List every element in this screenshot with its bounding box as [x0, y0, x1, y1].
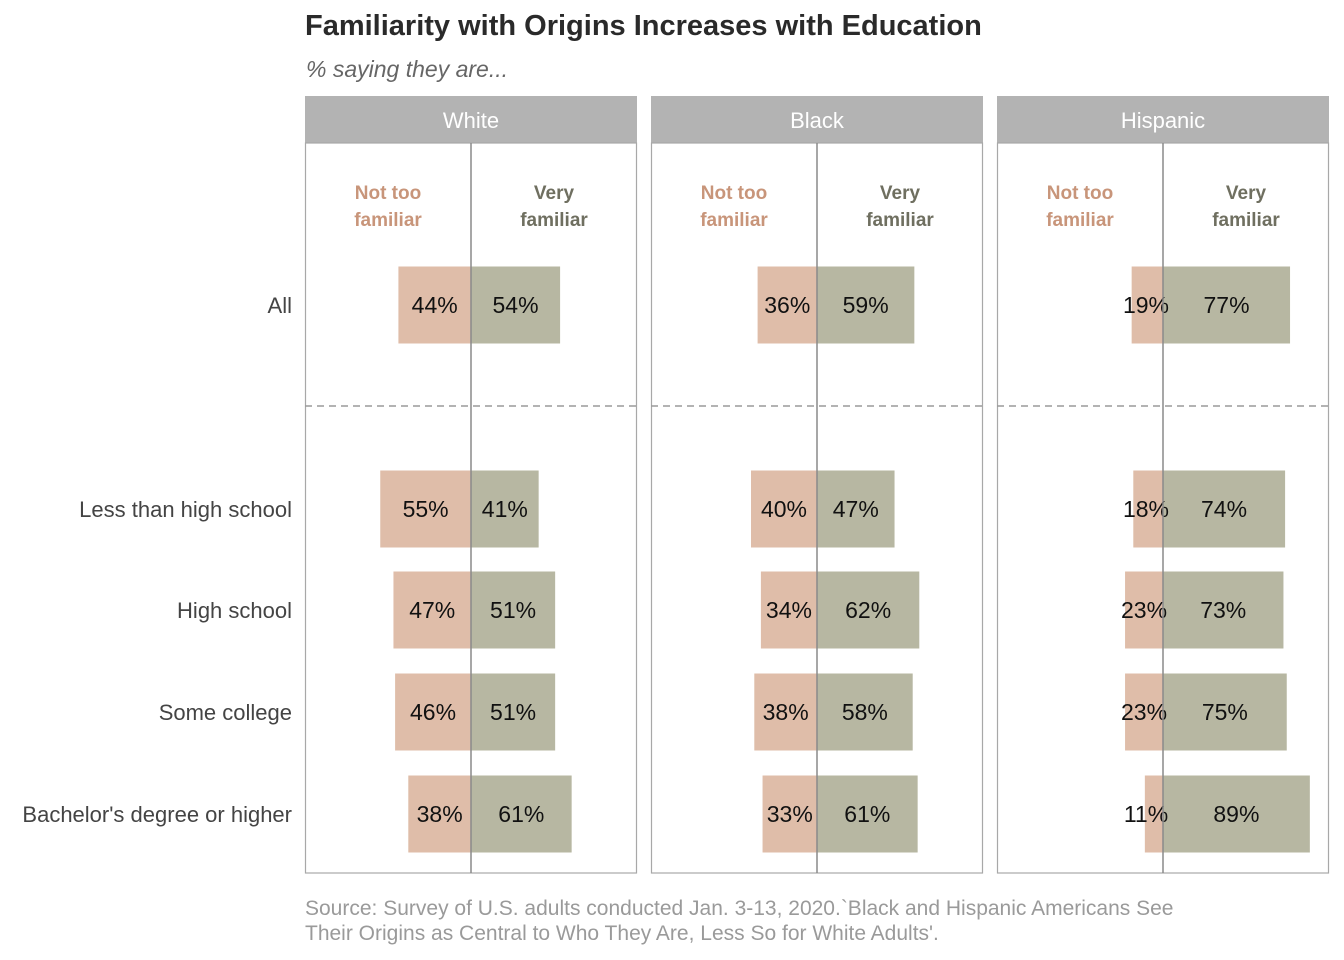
source-line-1: Source: Survey of U.S. adults conducted …: [305, 897, 1174, 920]
row-label: All: [268, 293, 292, 318]
bar-not-familiar: [395, 673, 471, 751]
data-label-not-familiar: 47%: [409, 597, 455, 623]
data-label-not-familiar: 19%: [1123, 292, 1169, 318]
row-label: High school: [177, 598, 292, 623]
data-label-not-familiar: 18%: [1123, 496, 1169, 522]
data-label-very-familiar: 75%: [1202, 699, 1248, 725]
bar-very-familiar: [1163, 775, 1310, 853]
legend-label-very-familiar: Very: [880, 183, 921, 204]
bar-not-familiar: [1133, 470, 1163, 548]
legend-label-not-familiar: Not too: [355, 183, 421, 204]
chart-title: Familiarity with Origins Increases with …: [305, 10, 982, 42]
bar-very-familiar: [471, 673, 556, 751]
data-label-not-familiar: 55%: [403, 496, 449, 522]
bar-very-familiar: [471, 775, 572, 853]
data-label-not-familiar: 23%: [1121, 699, 1167, 725]
bar-very-familiar: [1163, 266, 1291, 344]
bar-very-familiar: [1163, 571, 1284, 649]
source-note: Source: Survey of U.S. adults conducted …: [305, 896, 1305, 946]
row-label: Some college: [159, 700, 292, 725]
data-label-not-familiar: 11%: [1124, 801, 1168, 827]
legend-label-very-familiar: familiar: [866, 210, 934, 231]
source-line-2: Their Origins as Central to Who They Are…: [305, 922, 939, 945]
bar-very-familiar: [471, 470, 539, 548]
data-label-not-familiar: 33%: [767, 801, 813, 827]
data-label-not-familiar: 44%: [412, 292, 458, 318]
data-label-very-familiar: 74%: [1201, 496, 1247, 522]
legend-label-not-familiar: familiar: [354, 210, 422, 231]
bar-not-familiar: [762, 775, 817, 853]
panel-title-black: Black: [790, 108, 845, 133]
bar-not-familiar: [760, 571, 817, 649]
row-label: Bachelor's degree or higher: [22, 802, 292, 827]
bar-very-familiar: [817, 266, 915, 344]
bar-very-familiar: [1163, 470, 1286, 548]
legend-label-very-familiar: Very: [534, 183, 575, 204]
data-label-very-familiar: 61%: [498, 801, 544, 827]
legend-label-not-familiar: Not too: [1047, 183, 1113, 204]
chart-subtitle: % saying they are...: [306, 56, 508, 82]
row-label: Less than high school: [79, 497, 292, 522]
bar-very-familiar: [817, 470, 895, 548]
panel-strip-white: [305, 96, 637, 143]
bar-not-familiar: [408, 775, 471, 853]
data-label-not-familiar: 23%: [1121, 597, 1167, 623]
bar-very-familiar: [471, 266, 561, 344]
data-label-not-familiar: 46%: [410, 699, 456, 725]
bar-not-familiar: [380, 470, 471, 548]
bar-very-familiar: [817, 571, 920, 649]
data-label-not-familiar: 38%: [763, 699, 809, 725]
legend-label-not-familiar: familiar: [1046, 210, 1114, 231]
bar-very-familiar: [1163, 673, 1287, 751]
legend-label-very-familiar: familiar: [520, 210, 588, 231]
bar-not-familiar: [398, 266, 471, 344]
panel-strip-black: [651, 96, 983, 143]
legend-label-very-familiar: Very: [1226, 183, 1267, 204]
data-label-very-familiar: 41%: [482, 496, 528, 522]
data-label-very-familiar: 47%: [833, 496, 879, 522]
data-label-very-familiar: 62%: [845, 597, 891, 623]
legend-label-not-familiar: Not too: [701, 183, 767, 204]
legend-label-not-familiar: familiar: [700, 210, 768, 231]
bar-not-familiar: [1125, 673, 1163, 751]
data-label-very-familiar: 58%: [842, 699, 888, 725]
data-label-very-familiar: 54%: [493, 292, 539, 318]
data-label-very-familiar: 89%: [1213, 801, 1259, 827]
data-label-very-familiar: 61%: [844, 801, 890, 827]
bar-not-familiar: [754, 673, 817, 751]
bar-not-familiar: [757, 266, 817, 344]
bar-very-familiar: [817, 673, 913, 751]
legend-label-very-familiar: familiar: [1212, 210, 1280, 231]
bar-very-familiar: [817, 775, 918, 853]
data-label-not-familiar: 34%: [766, 597, 812, 623]
panel-title-hispanic: Hispanic: [1121, 108, 1205, 133]
bar-not-familiar: [1144, 775, 1163, 853]
data-label-very-familiar: 59%: [843, 292, 889, 318]
data-label-very-familiar: 77%: [1204, 292, 1250, 318]
bar-not-familiar: [1131, 266, 1163, 344]
panel-strip-hispanic: [997, 96, 1329, 143]
data-label-not-familiar: 40%: [761, 496, 807, 522]
bar-not-familiar: [1125, 571, 1163, 649]
data-label-not-familiar: 36%: [764, 292, 810, 318]
data-label-not-familiar: 38%: [417, 801, 463, 827]
bar-not-familiar: [751, 470, 817, 548]
bar-not-familiar: [393, 571, 471, 649]
data-label-very-familiar: 51%: [490, 699, 536, 725]
data-label-very-familiar: 51%: [490, 597, 536, 623]
bar-very-familiar: [471, 571, 556, 649]
panel-title-white: White: [443, 108, 499, 133]
data-label-very-familiar: 73%: [1200, 597, 1246, 623]
